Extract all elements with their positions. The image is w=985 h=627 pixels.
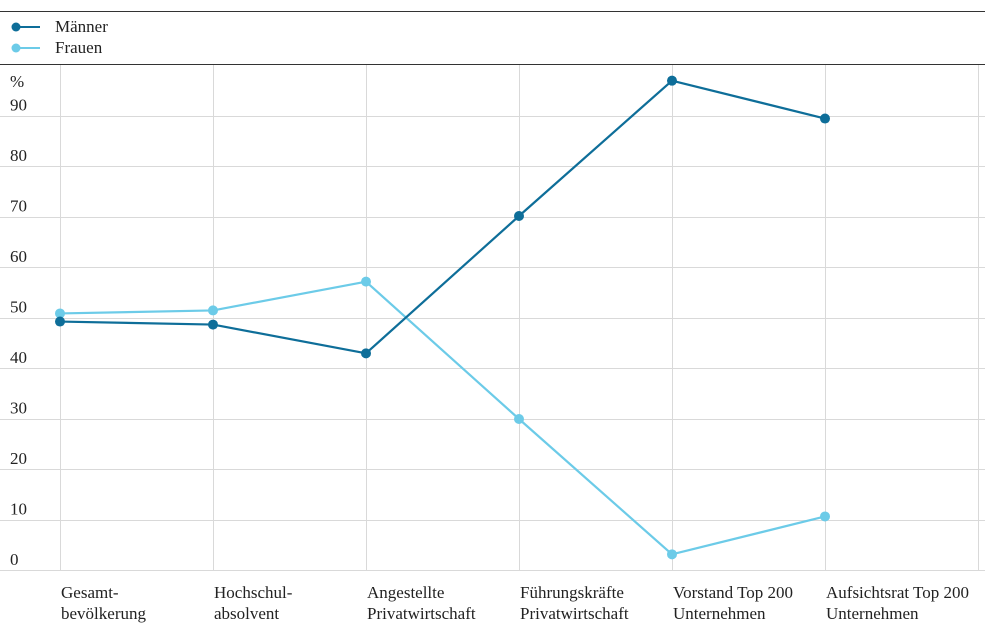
x-tick-label: Hochschul-absolvent [214,583,293,623]
legend-item-maenner: Männer [11,17,108,36]
y-tick-label: 90 [10,96,27,115]
series-line-maenner [59,79,826,355]
y-tick-label: 20 [10,449,27,468]
y-tick-label: 40 [10,348,27,367]
data-point-maenner [820,113,830,124]
legend-marker-frauen [11,43,21,53]
legend-item-frauen: Frauen [11,38,103,57]
legend: Männer Frauen [11,17,108,57]
y-tick-label: 10 [10,500,27,519]
data-point-frauen [208,305,218,316]
data-point-frauen [667,549,677,560]
data-point-maenner [361,348,371,359]
x-axis-ticks: Gesamt-bevölkerung Hochschul-absolvent Ang… [61,583,969,623]
y-tick-label: 60 [10,247,27,266]
y-axis-ticks: 90 80 70 60 50 40 30 20 10 0 [10,96,27,570]
legend-marker-maenner [11,22,21,32]
x-tick-label: Angestellte Privatwirtschaft [367,583,476,623]
y-unit-label: % [10,72,24,91]
legend-label-maenner: Männer [55,17,108,36]
data-point-frauen [55,308,65,319]
data-point-maenner [667,75,677,86]
series-line-frauen [59,280,826,556]
y-tick-label: 80 [10,146,27,165]
y-tick-label: 50 [10,298,27,317]
data-point-maenner [55,316,65,327]
data-point-frauen [361,276,371,287]
x-tick-label: Vorstand Top 200 Unternehmen [673,583,793,623]
x-tick-label: Aufsichtsrat Top 200 Unternehmen [826,583,969,623]
data-point-frauen [820,511,830,522]
data-point-maenner [208,319,218,330]
y-tick-label: 70 [10,197,27,216]
data-point-frauen [514,414,524,425]
grid [0,65,985,571]
data-point-maenner [514,210,524,221]
series-layer [55,75,830,560]
y-tick-label: 0 [10,550,19,569]
x-tick-label: Gesamt-bevölkerung [61,583,146,623]
legend-label-frauen: Frauen [55,38,103,57]
y-tick-label: 30 [10,399,27,418]
x-tick-label: Führungskräfte Privatwirtschaft [520,583,629,623]
